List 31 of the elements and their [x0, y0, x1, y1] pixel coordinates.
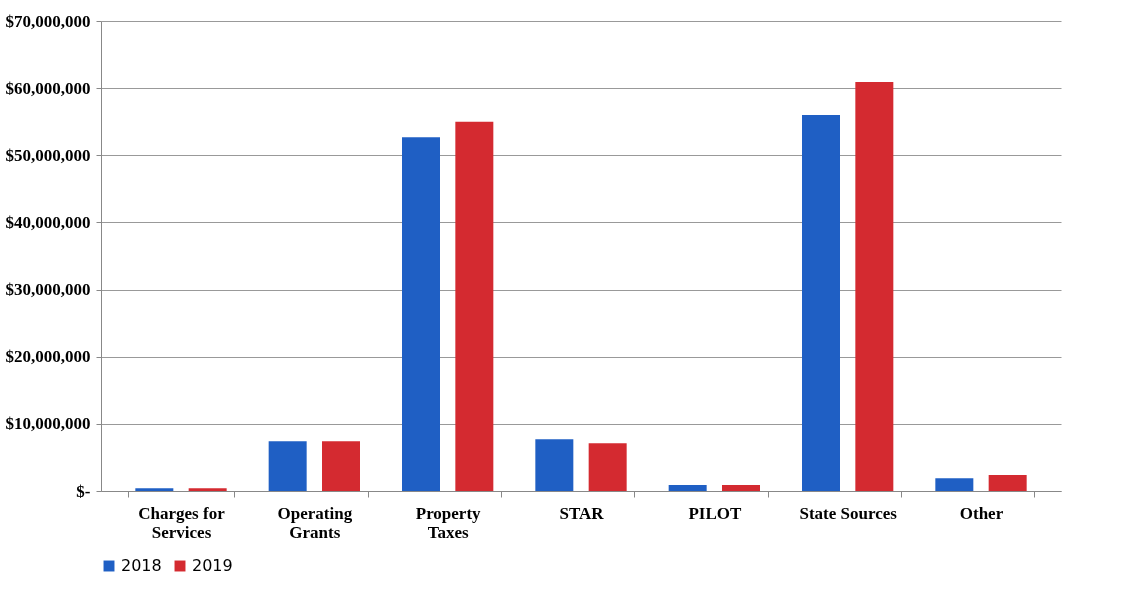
x-tick-label: Operating Grants	[277, 503, 353, 542]
bar	[402, 137, 440, 491]
bar	[188, 488, 227, 491]
bar	[802, 115, 840, 491]
y-tick-label: $70,000,000	[5, 11, 91, 31]
bar	[668, 484, 707, 491]
x-tick-label: Other	[959, 503, 1004, 523]
bar	[535, 439, 574, 491]
x-tick-label: Property Taxes	[415, 503, 482, 542]
y-tick-label: $-	[76, 481, 91, 501]
bar	[588, 443, 627, 491]
bar	[268, 441, 307, 491]
x-tick-label: State Sources	[799, 503, 898, 523]
y-tick-label: $30,000,000	[5, 280, 91, 300]
y-tick-label: $20,000,000	[5, 347, 91, 367]
bar	[322, 441, 360, 491]
bar	[988, 474, 1027, 491]
x-tick-label: Charges for Services	[138, 503, 226, 542]
bar	[722, 484, 760, 491]
x-tick-label: STAR	[559, 503, 605, 523]
bar	[855, 82, 894, 491]
y-tick-label: $40,000,000	[5, 212, 91, 232]
y-tick-label: $50,000,000	[5, 145, 91, 165]
y-tick-label: $10,000,000	[5, 414, 91, 434]
y-tick-label: $60,000,000	[5, 78, 91, 98]
x-tick-label: PILOT	[688, 503, 742, 523]
legend-label: 2018	[121, 556, 162, 575]
bar	[455, 121, 494, 491]
bar	[135, 488, 174, 491]
legend-label: 2019	[192, 556, 233, 575]
bar	[935, 478, 974, 491]
